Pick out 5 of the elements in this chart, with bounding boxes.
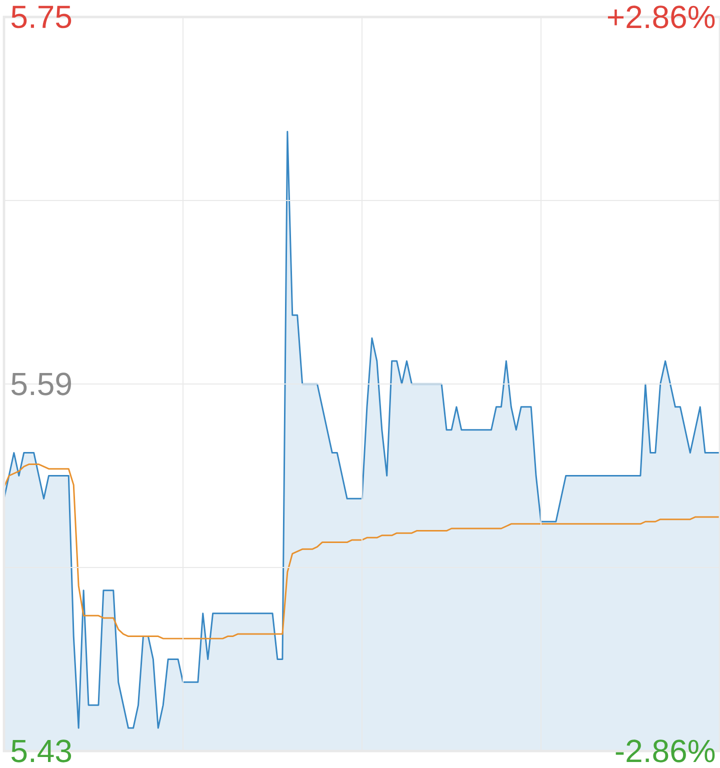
y-tick-label: 5.43 [11,740,72,762]
y2-tick-label: -2.86% [616,740,715,762]
y-tick-label: 5.59 [11,372,71,396]
y-tick-label: 5.75 [11,6,72,28]
y2-tick-label: +2.86% [608,6,715,28]
